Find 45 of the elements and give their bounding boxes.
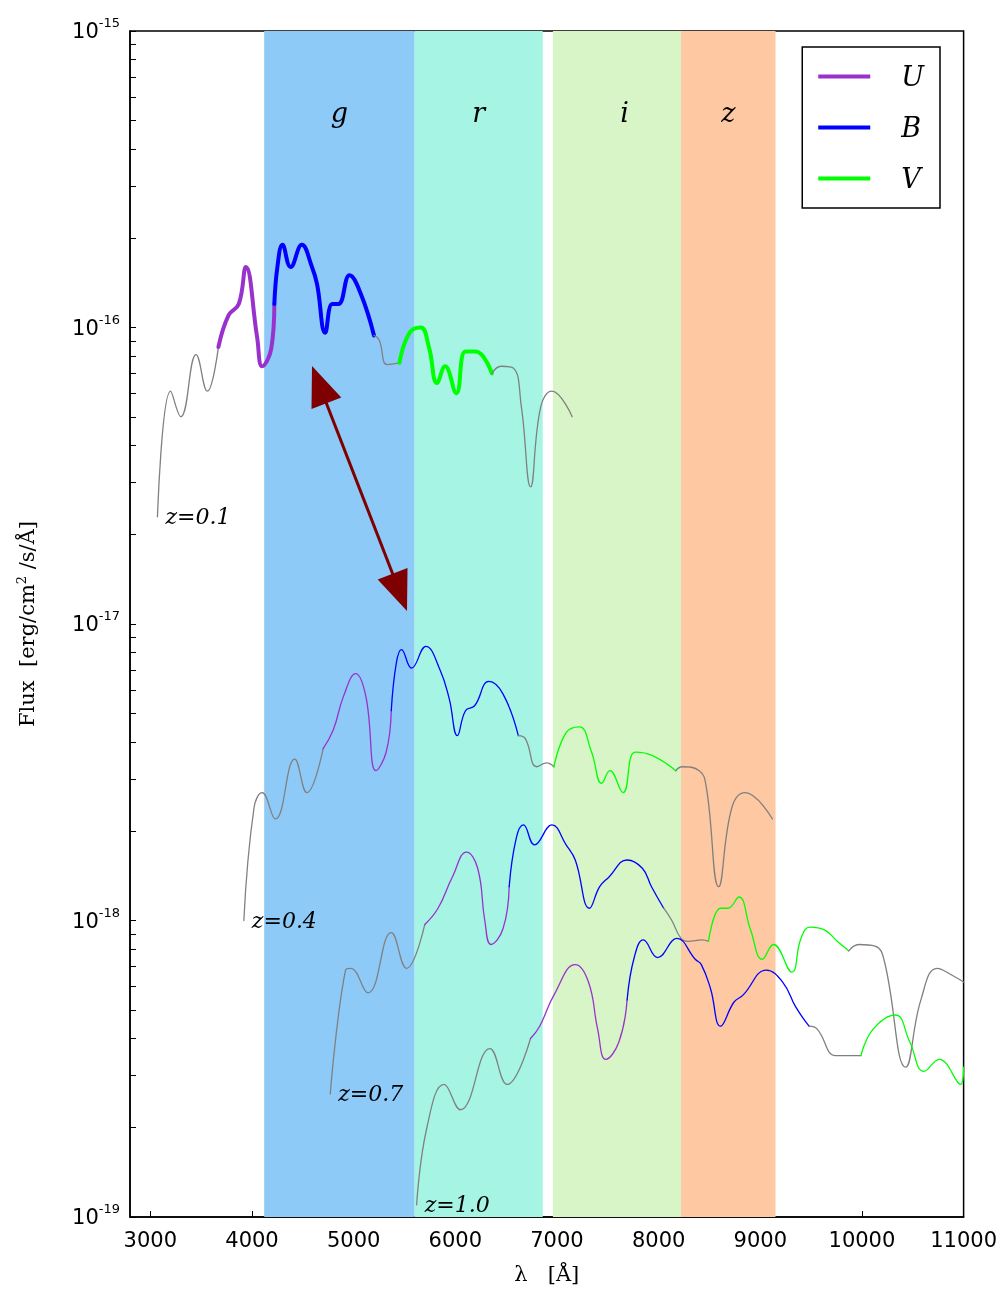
line-series xyxy=(675,766,774,888)
band-label: z xyxy=(720,97,737,128)
line-series xyxy=(626,937,810,1027)
line-series xyxy=(491,365,573,488)
x-tick-label: 9000 xyxy=(733,1227,788,1252)
x-tick-label: 8000 xyxy=(631,1227,686,1252)
line-series xyxy=(322,673,392,772)
line-series xyxy=(390,645,519,737)
annotation: z=1.0 xyxy=(423,1192,490,1218)
legend-label: U xyxy=(901,61,926,92)
line-series xyxy=(848,943,965,1068)
line-series xyxy=(860,1014,965,1086)
band-label: i xyxy=(620,97,629,128)
x-tick-label: 5000 xyxy=(326,1227,381,1252)
x-tick-label: 4000 xyxy=(225,1227,279,1252)
line-series xyxy=(373,334,401,366)
annotation: z=0.1 xyxy=(164,504,231,530)
x-axis-title: λ [Å] xyxy=(514,1260,580,1286)
y-tick-label: 10$^{-15}$ xyxy=(72,15,120,43)
annotation: z=0.4 xyxy=(250,908,317,933)
x-tick-label: 6000 xyxy=(428,1227,483,1252)
x-tick-label: 3000 xyxy=(123,1227,178,1252)
annotation: z=0.7 xyxy=(337,1081,404,1107)
line-series xyxy=(517,735,555,768)
y-tick-label: 10$^{-17}$ xyxy=(72,608,120,636)
x-tick-label: 11000 xyxy=(930,1227,997,1252)
x-tick-label: 7000 xyxy=(530,1227,584,1252)
legend-label: V xyxy=(901,163,924,194)
line-series xyxy=(397,325,494,396)
line-series xyxy=(424,851,510,946)
y-axis-title: Flux [erg/cm2 /s/Å] xyxy=(13,520,39,728)
line-series xyxy=(707,896,850,973)
legend-label: B xyxy=(900,112,922,143)
line-series xyxy=(216,264,277,369)
y-tick-label: 10$^{-18}$ xyxy=(72,904,120,933)
y-tick-label: 10$^{-19}$ xyxy=(72,1201,120,1229)
line-series xyxy=(529,963,628,1061)
x-tick-label: 10000 xyxy=(828,1227,896,1252)
line-series xyxy=(553,726,677,794)
y-tick-label: 10$^{-16}$ xyxy=(72,311,120,340)
band-label: g xyxy=(330,97,349,128)
line-series xyxy=(508,824,665,909)
line-series xyxy=(272,242,376,338)
line-series xyxy=(663,907,710,943)
band-label: r xyxy=(472,97,488,128)
